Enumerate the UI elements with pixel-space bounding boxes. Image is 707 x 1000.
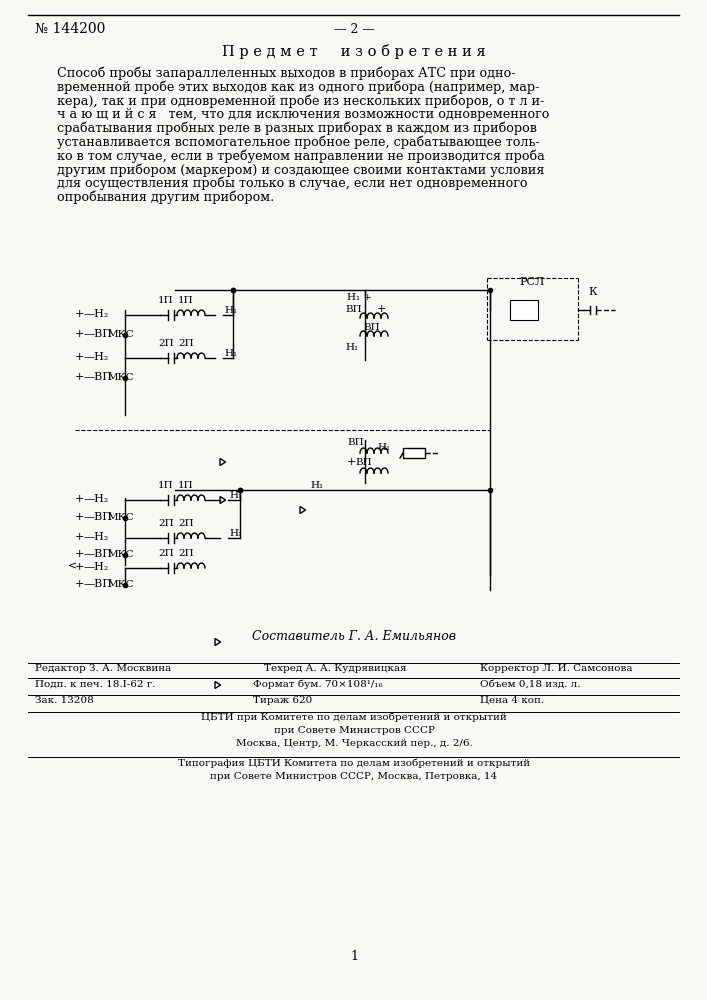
Text: —Н₂: —Н₂ [84,309,110,319]
Text: +: + [75,549,84,559]
Text: Способ пробы запараллеленных выходов в приборах АТС при одно-: Способ пробы запараллеленных выходов в п… [57,66,515,80]
Text: +: + [75,562,84,572]
Text: ВП: ВП [345,305,361,314]
Text: —Н₂: —Н₂ [84,532,110,542]
Text: ко в том случае, если в требуемом направлении не производится проба: ко в том случае, если в требуемом направ… [57,149,545,163]
Text: Типография ЦБТИ Комитета по делам изобретений и открытий: Типография ЦБТИ Комитета по делам изобре… [178,758,530,768]
Text: Корректор Л. И. Самсонова: Корректор Л. И. Самсонова [480,664,633,673]
Text: № 144200: № 144200 [35,22,105,36]
Bar [403,448,425,458]
Text: —Н₂: —Н₂ [84,352,110,362]
Text: при Совете Министров СССР, Москва, Петровка, 14: при Совете Министров СССР, Москва, Петро… [211,772,498,781]
Text: +: + [75,532,84,542]
Text: МКС: МКС [108,580,134,589]
Text: 1П: 1П [178,296,194,305]
Text: срабатывания пробных реле в разных приборах в каждом из приборов: срабатывания пробных реле в разных прибо… [57,122,537,135]
Text: МКС: МКС [108,550,134,559]
Text: ЦБТИ при Комитете по делам изобретений и открытий: ЦБТИ при Комитете по делам изобретений и… [201,712,507,722]
Text: +: + [75,329,84,339]
Text: 2П: 2П [178,339,194,348]
Text: —ВП: —ВП [84,329,113,339]
Text: +: + [75,494,84,504]
Text: ч а ю щ и й с я   тем, что для исключения возможности одновременного: ч а ю щ и й с я тем, что для исключения … [57,108,549,121]
Text: 2П: 2П [178,519,194,528]
Text: —ВП: —ВП [84,372,113,382]
Text: —Н₂: —Н₂ [84,494,110,504]
Text: +: + [75,579,84,589]
Text: Н₁: Н₁ [224,349,237,358]
Text: Н₁: Н₁ [310,481,323,490]
Text: для осуществления пробы только в случае, если нет одновременного: для осуществления пробы только в случае,… [57,177,527,190]
Text: устанавливается вспомогательное пробное реле, срабатывающее толь-: устанавливается вспомогательное пробное … [57,135,539,149]
Text: Редактор З. А. Москвина: Редактор З. А. Москвина [35,664,171,673]
Text: Н₁: Н₁ [345,343,358,352]
Text: 1П: 1П [158,296,174,305]
Text: Москва, Центр, М. Черкасский пер., д. 2/6.: Москва, Центр, М. Черкасский пер., д. 2/… [235,739,472,748]
Text: Н₁ +: Н₁ + [347,293,372,302]
Text: Объем 0,18 изд. л.: Объем 0,18 изд. л. [480,680,580,689]
Text: 2П: 2П [178,549,194,558]
Text: ВП: ВП [355,458,372,467]
Text: Подп. к печ. 18.I-62 г.: Подп. к печ. 18.I-62 г. [35,680,156,689]
Text: 2П: 2П [158,519,174,528]
Text: +: + [75,372,84,382]
Text: временной пробе этих выходов как из одного прибора (например, мар-: временной пробе этих выходов как из одно… [57,80,539,94]
Text: +: + [347,457,356,467]
Text: +: + [75,352,84,362]
Text: Тираж 620: Тираж 620 [253,696,312,705]
Text: Н₁: Н₁ [229,529,242,538]
Text: — 2 —: — 2 — [334,23,375,36]
Text: Формат бум. 70×108¹/₁₆: Формат бум. 70×108¹/₁₆ [253,680,382,689]
Text: Н₁: Н₁ [229,491,242,500]
Text: —ВП: —ВП [84,549,113,559]
Text: при Совете Министров СССР: при Совете Министров СССР [274,726,434,735]
Text: 1П: 1П [178,481,194,490]
Text: —ВП: —ВП [84,512,113,522]
Text: РСЛ: РСЛ [520,277,544,287]
Text: —Н₂: —Н₂ [84,562,110,572]
Text: Н₁: Н₁ [377,443,390,452]
Text: кера), так и при одновременной пробе из нескольких приборов, о т л и-: кера), так и при одновременной пробе из … [57,94,544,108]
Text: Техред А. А. Кудрявицкая: Техред А. А. Кудрявицкая [264,664,407,673]
Bar [510,300,538,320]
Text: —ВП: —ВП [84,579,113,589]
Text: ВП: ВП [363,323,380,332]
Text: К: К [588,287,597,297]
Text: 2П: 2П [158,339,174,348]
Text: МКС: МКС [108,330,134,339]
Text: П р е д м е т     и з о б р е т е н и я: П р е д м е т и з о б р е т е н и я [222,44,486,59]
Text: Н₁: Н₁ [224,306,237,315]
Text: Цена 4 коп.: Цена 4 коп. [480,696,544,705]
Text: <: < [68,562,77,572]
Text: Составитель Г. А. Емильянов: Составитель Г. А. Емильянов [252,630,456,643]
Text: МКС: МКС [108,373,134,382]
Text: МКС: МКС [108,513,134,522]
Text: другим прибором (маркером) и создающее своими контактами условия: другим прибором (маркером) и создающее с… [57,163,544,177]
Text: опробывания другим прибором.: опробывания другим прибором. [57,191,274,204]
Text: Зак. 13208: Зак. 13208 [35,696,94,705]
Text: 1: 1 [350,950,358,963]
Text: 2П: 2П [158,549,174,558]
Text: 1П: 1П [158,481,174,490]
Text: +: + [377,304,386,314]
Text: +: + [75,309,84,319]
Text: ВП: ВП [347,438,363,447]
Text: +: + [75,512,84,522]
